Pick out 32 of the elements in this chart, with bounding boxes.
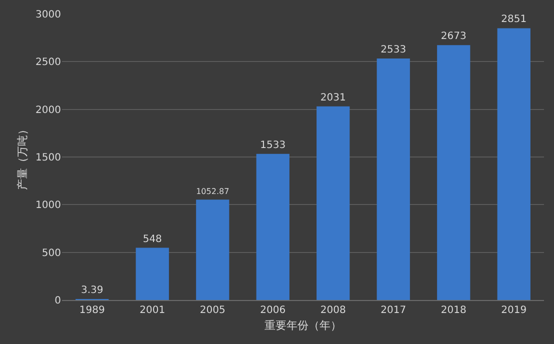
y-axis-title: 产量（万吨） (16, 124, 30, 190)
data-label: 1533 (260, 140, 286, 151)
data-label: 3.39 (80, 285, 104, 296)
x-tick-label: 2019 (501, 305, 527, 316)
y-tick-label: 0 (54, 296, 61, 306)
y-tick-label: 2500 (36, 57, 61, 68)
x-tick-label: 2008 (320, 305, 346, 316)
x-tick-label: 2001 (140, 305, 166, 316)
x-tick-label: 2017 (380, 305, 406, 316)
bar (136, 248, 169, 300)
data-label: 2673 (440, 31, 466, 42)
y-tick-label: 500 (42, 248, 61, 259)
x-tick-label: 1989 (79, 305, 105, 316)
data-label: 1052.87 (196, 187, 230, 196)
bar (497, 28, 530, 300)
x-tick-label: 2005 (200, 305, 226, 316)
bar (316, 106, 350, 300)
x-axis-title: 重要年份（年） (264, 319, 342, 332)
y-tick-label: 3000 (36, 10, 61, 20)
bar (376, 58, 410, 300)
data-label: 2851 (501, 14, 527, 26)
y-tick-label: 1500 (36, 152, 61, 164)
y-tick-label: 2000 (36, 104, 61, 116)
data-label: 548 (142, 234, 162, 245)
bar (196, 200, 230, 300)
data-label: 2533 (380, 44, 406, 56)
x-tick-label: 2018 (440, 305, 466, 316)
bar (256, 154, 290, 300)
data-label: 2031 (320, 92, 346, 104)
bar (437, 45, 470, 300)
y-tick-label: 1000 (36, 200, 61, 212)
x-tick-label: 2006 (260, 305, 286, 316)
